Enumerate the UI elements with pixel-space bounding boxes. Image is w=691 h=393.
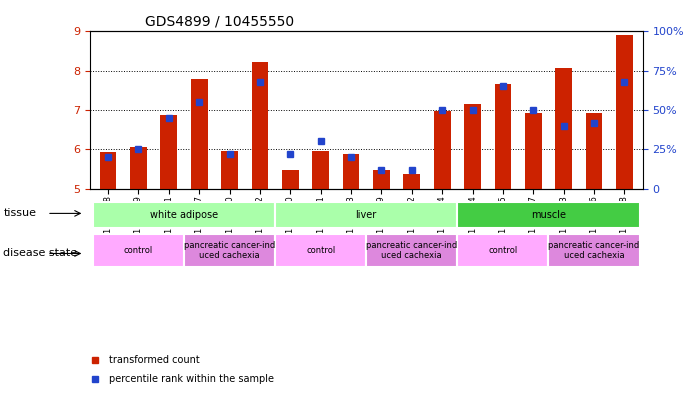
FancyBboxPatch shape bbox=[93, 202, 275, 228]
FancyBboxPatch shape bbox=[275, 234, 366, 267]
Bar bbox=[616, 35, 633, 189]
Text: pancreatic cancer-ind
uced cachexia: pancreatic cancer-ind uced cachexia bbox=[366, 241, 457, 260]
Text: liver: liver bbox=[356, 210, 377, 220]
FancyBboxPatch shape bbox=[275, 202, 457, 228]
Bar bbox=[464, 104, 481, 189]
FancyBboxPatch shape bbox=[549, 234, 640, 267]
Text: muscle: muscle bbox=[531, 210, 566, 220]
Text: GDS4899 / 10455550: GDS4899 / 10455550 bbox=[145, 15, 294, 29]
Text: transformed count: transformed count bbox=[109, 354, 200, 365]
Bar bbox=[434, 111, 451, 189]
Text: white adipose: white adipose bbox=[150, 210, 218, 220]
Bar bbox=[586, 113, 603, 189]
Text: disease state: disease state bbox=[3, 248, 77, 259]
Bar bbox=[404, 174, 420, 189]
FancyBboxPatch shape bbox=[366, 234, 457, 267]
Bar bbox=[373, 170, 390, 189]
Text: percentile rank within the sample: percentile rank within the sample bbox=[109, 374, 274, 384]
Text: tissue: tissue bbox=[3, 208, 37, 219]
Text: control: control bbox=[306, 246, 335, 255]
Bar bbox=[252, 62, 268, 189]
Bar bbox=[191, 79, 207, 189]
Bar bbox=[312, 151, 329, 189]
FancyBboxPatch shape bbox=[457, 202, 640, 228]
Bar bbox=[343, 154, 359, 189]
Bar bbox=[160, 115, 177, 189]
FancyBboxPatch shape bbox=[457, 234, 549, 267]
Text: pancreatic cancer-ind
uced cachexia: pancreatic cancer-ind uced cachexia bbox=[184, 241, 275, 260]
Bar bbox=[221, 151, 238, 189]
Bar bbox=[525, 113, 542, 189]
Bar bbox=[100, 152, 116, 189]
Text: control: control bbox=[489, 246, 518, 255]
Bar bbox=[130, 147, 146, 189]
Text: control: control bbox=[124, 246, 153, 255]
Bar bbox=[556, 68, 572, 189]
FancyBboxPatch shape bbox=[93, 234, 184, 267]
FancyBboxPatch shape bbox=[184, 234, 275, 267]
Bar bbox=[495, 84, 511, 189]
Bar bbox=[282, 170, 299, 189]
Text: pancreatic cancer-ind
uced cachexia: pancreatic cancer-ind uced cachexia bbox=[549, 241, 640, 260]
